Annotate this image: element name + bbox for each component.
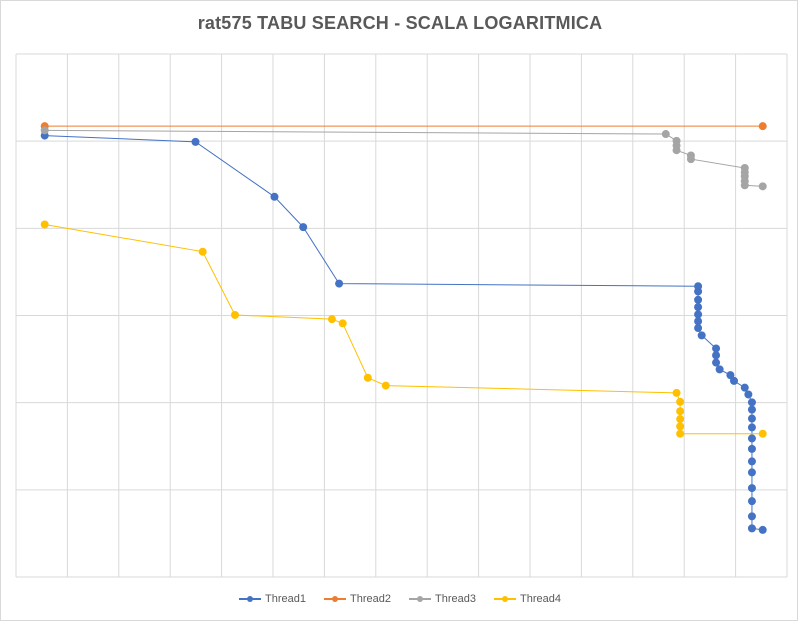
data-point-thread1-15 (712, 358, 721, 367)
data-point-thread1-32 (747, 524, 756, 533)
data-point-thread4-10 (676, 415, 685, 424)
data-point-thread1-14 (712, 351, 721, 360)
data-point-thread3-11 (740, 181, 749, 190)
series-line-thread1 (44, 135, 763, 531)
data-point-thread1-30 (747, 497, 756, 506)
data-point-thread4-6 (381, 381, 390, 390)
data-point-thread4-0 (40, 220, 49, 229)
legend: Thread1 Thread2 Thread3 Thread4 (1, 593, 798, 605)
data-point-thread1-16 (715, 365, 724, 374)
data-point-thread1-26 (747, 444, 756, 453)
data-point-thread1-6 (694, 287, 703, 296)
data-point-thread1-31 (747, 512, 756, 521)
data-point-thread1-19 (740, 383, 749, 392)
data-point-thread1-18 (730, 376, 738, 385)
data-point-thread1-22 (747, 405, 756, 414)
data-point-thread1-11 (694, 324, 703, 333)
legend-label: Thread3 (435, 593, 476, 605)
data-point-thread2-1 (758, 122, 767, 131)
data-point-thread4-2 (230, 310, 239, 319)
data-point-thread1-3 (299, 223, 308, 232)
data-point-thread1-21 (747, 398, 756, 407)
data-point-thread4-3 (327, 315, 336, 324)
data-point-thread1-1 (191, 137, 200, 146)
data-point-thread1-12 (697, 331, 706, 340)
data-point-thread1-20 (744, 390, 753, 399)
data-point-thread3-4 (672, 146, 681, 155)
legend-label: Thread2 (350, 593, 391, 605)
data-point-thread1-2 (270, 192, 279, 201)
data-point-thread4-12 (676, 429, 685, 438)
data-point-thread1-28 (747, 468, 756, 477)
data-point-thread1-24 (747, 423, 756, 432)
data-point-thread1-33 (758, 525, 767, 534)
data-point-thread1-17 (726, 371, 735, 380)
data-point-thread3-0 (40, 126, 49, 135)
data-point-thread4-8 (676, 397, 685, 406)
legend-item-thread4: Thread4 (493, 593, 561, 605)
data-point-thread1-7 (694, 295, 703, 304)
legend-swatch-thread2 (324, 594, 347, 604)
legend-swatch-thread3 (409, 594, 431, 604)
data-point-thread4-13 (758, 429, 767, 438)
legend-item-thread3: Thread3 (409, 593, 476, 605)
data-point-thread1-9 (694, 310, 703, 319)
data-point-thread3-12 (758, 182, 767, 191)
data-point-thread4-1 (198, 247, 207, 256)
data-point-thread3-1 (661, 130, 670, 139)
data-point-thread1-4 (335, 279, 344, 288)
data-point-thread1-29 (747, 484, 756, 493)
data-point-thread1-27 (747, 457, 756, 466)
legend-label: Thread4 (519, 593, 561, 605)
series-line-thread3 (44, 129, 763, 187)
data-point-thread1-10 (694, 317, 703, 326)
data-point-thread1-8 (694, 303, 703, 312)
data-point-thread4-11 (676, 422, 685, 431)
legend-swatch-thread4 (493, 594, 516, 604)
data-point-thread1-25 (747, 434, 756, 443)
data-point-thread3-6 (686, 155, 695, 164)
data-point-thread1-23 (747, 414, 756, 423)
legend-swatch-thread1 (239, 594, 262, 604)
chart-title: rat575 TABU SEARCH - SCALA LOGARITMICA (197, 13, 603, 33)
legend-label: Thread1 (265, 593, 307, 605)
data-point-thread4-7 (672, 388, 681, 397)
data-point-thread1-13 (712, 344, 721, 353)
legend-item-thread1: Thread1 (239, 593, 306, 605)
data-point-thread4-4 (338, 319, 347, 328)
legend-item-thread2: Thread2 (324, 593, 391, 605)
data-point-thread4-9 (676, 407, 685, 416)
data-point-thread4-5 (363, 373, 372, 382)
